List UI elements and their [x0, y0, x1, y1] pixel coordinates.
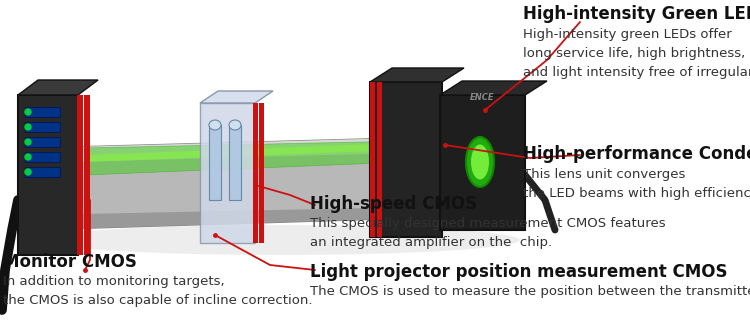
Circle shape [25, 124, 31, 130]
Text: High-intensity green LEDs offer
long service life, high brightness,
and light in: High-intensity green LEDs offer long ser… [523, 28, 750, 79]
Bar [440, 95, 525, 230]
Ellipse shape [229, 120, 241, 130]
Text: High-performance Condenser: High-performance Condenser [523, 145, 750, 163]
Bar [370, 82, 375, 237]
Bar [25, 122, 60, 132]
Polygon shape [30, 135, 515, 230]
Ellipse shape [209, 120, 221, 130]
Text: In addition to monitoring targets,
the CMOS is also capable of incline correctio: In addition to monitoring targets, the C… [3, 275, 313, 307]
Text: ENCE: ENCE [470, 93, 495, 102]
Ellipse shape [466, 137, 494, 187]
Bar [25, 107, 60, 117]
Text: This lens unit converges
the LED beams with high efficiency.: This lens unit converges the LED beams w… [523, 168, 750, 200]
Text: The CMOS is used to measure the position between the transmitter and the receive: The CMOS is used to measure the position… [310, 285, 750, 298]
Polygon shape [85, 140, 455, 175]
Bar [84, 95, 90, 255]
Bar [25, 137, 60, 147]
Circle shape [25, 109, 31, 115]
Bar [200, 103, 255, 243]
Bar [253, 103, 258, 243]
Polygon shape [35, 205, 515, 230]
Bar [259, 103, 264, 243]
Bar [209, 125, 221, 200]
Bar [370, 82, 442, 237]
Text: Light projector position measurement CMOS: Light projector position measurement CMO… [310, 263, 728, 281]
Text: This specially designed measurement CMOS features
an integrated amplifier on the: This specially designed measurement CMOS… [310, 217, 666, 249]
Bar [25, 152, 60, 162]
Text: High-speed CMOS: High-speed CMOS [310, 195, 477, 213]
Bar [25, 167, 60, 177]
Ellipse shape [40, 225, 520, 255]
Bar [18, 95, 78, 255]
Polygon shape [440, 81, 547, 95]
Polygon shape [85, 141, 455, 162]
Text: High-intensity Green LED: High-intensity Green LED [523, 5, 750, 23]
Bar [377, 82, 382, 237]
Circle shape [25, 154, 31, 160]
Circle shape [25, 139, 31, 145]
Polygon shape [200, 91, 273, 103]
Polygon shape [18, 80, 98, 95]
Bar [229, 125, 241, 200]
Bar [77, 95, 83, 255]
Text: Monitor CMOS: Monitor CMOS [3, 253, 136, 271]
Circle shape [25, 169, 31, 175]
Polygon shape [370, 68, 464, 82]
Polygon shape [35, 135, 510, 163]
Ellipse shape [471, 145, 489, 179]
